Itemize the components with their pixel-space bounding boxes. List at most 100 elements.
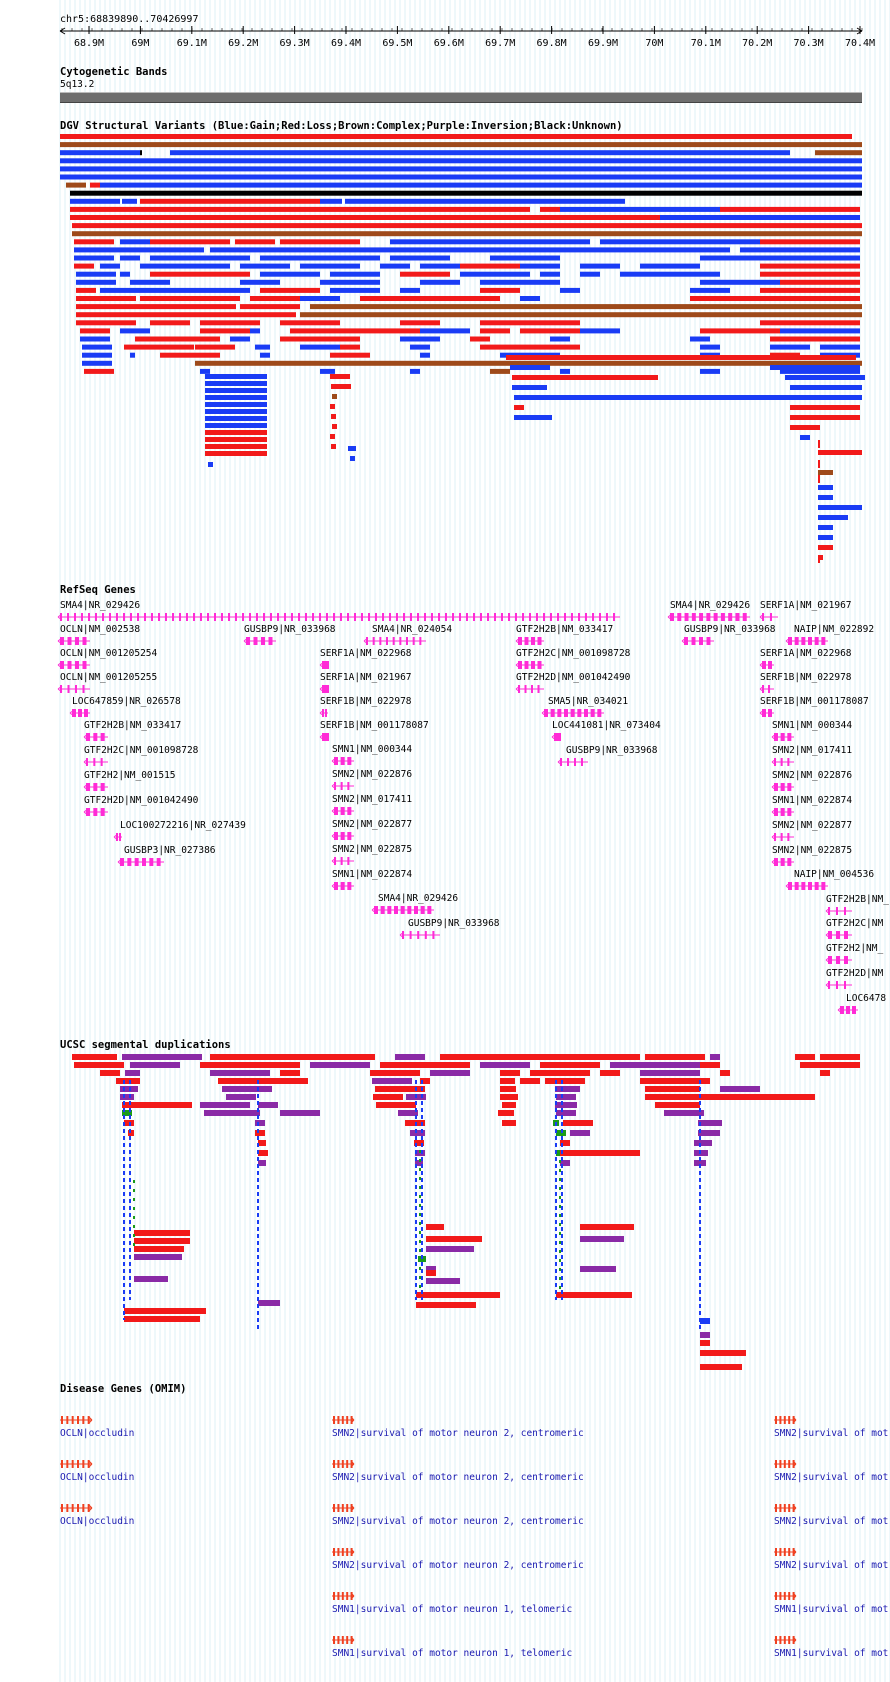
segdup-block[interactable]: [610, 1062, 700, 1068]
dgv-variant[interactable]: [320, 368, 335, 374]
gene-strand-arrow[interactable]: [837, 1006, 843, 1014]
gene-exon[interactable]: [427, 906, 432, 914]
gene-exon[interactable]: [570, 709, 575, 717]
dgv-variant[interactable]: [122, 198, 137, 204]
omim-gene-exon[interactable]: [341, 1548, 344, 1556]
dgv-variant[interactable]: [690, 287, 730, 293]
segdup-block[interactable]: [800, 1062, 860, 1068]
gene-exon[interactable]: [319, 613, 321, 621]
omim-gene-exon[interactable]: [346, 1416, 349, 1424]
omim-strand-arrow[interactable]: [88, 1416, 93, 1424]
gene-label[interactable]: SERF1A|NM_021967: [320, 672, 412, 683]
omim-label[interactable]: SMN2|survival of motor neuron 2, centrom…: [332, 1472, 584, 1483]
omim-gene-exon[interactable]: [779, 1636, 782, 1644]
gene-exon[interactable]: [452, 613, 454, 621]
gene-exon[interactable]: [394, 906, 398, 914]
dgv-variant[interactable]: [260, 271, 320, 277]
gene-exon[interactable]: [577, 709, 582, 717]
gene-exon[interactable]: [557, 733, 561, 741]
gene-exon[interactable]: [82, 661, 87, 669]
segdup-block[interactable]: [500, 1086, 516, 1092]
gene-exon[interactable]: [774, 858, 778, 866]
gene-exon[interactable]: [137, 613, 139, 621]
gene-strand-arrow[interactable]: [331, 832, 337, 840]
ruler-tick-label[interactable]: 70.3M: [794, 38, 824, 48]
dgv-variant[interactable]: [620, 271, 720, 277]
omim-gene-exon[interactable]: [788, 1504, 791, 1512]
gene-exon[interactable]: [277, 613, 279, 621]
dgv-variant[interactable]: [780, 279, 860, 285]
gene-exon[interactable]: [375, 613, 377, 621]
ruler-tick-label[interactable]: 69.7M: [485, 38, 515, 48]
gene-label[interactable]: LOC647859|NR_026578: [72, 696, 181, 707]
dgv-variant[interactable]: [760, 255, 860, 261]
segdup-block[interactable]: [645, 1054, 705, 1060]
gene-exon[interactable]: [81, 613, 83, 621]
gene-exon[interactable]: [325, 709, 327, 717]
gene-exon[interactable]: [60, 613, 62, 621]
gene-exon[interactable]: [419, 637, 422, 645]
gene-strand-arrow[interactable]: [117, 858, 123, 866]
dgv-variant[interactable]: [420, 328, 470, 334]
dgv-variant[interactable]: [150, 320, 190, 326]
segdup-block[interactable]: [200, 1102, 250, 1108]
gene-exon[interactable]: [840, 1006, 844, 1014]
gene-exon[interactable]: [774, 833, 776, 841]
gene-label[interactable]: GTF2H2B|NM_033417: [516, 624, 614, 635]
gene-exon[interactable]: [86, 733, 90, 741]
segdup-block[interactable]: [500, 1078, 515, 1084]
gene-exon[interactable]: [524, 685, 527, 693]
segdup-block[interactable]: [376, 1102, 416, 1108]
dgv-variant[interactable]: [340, 344, 360, 350]
dgv-variant[interactable]: [310, 304, 862, 310]
dgv-variant[interactable]: [400, 320, 440, 326]
segdup-block[interactable]: [700, 1078, 710, 1084]
gene-exon[interactable]: [699, 637, 703, 645]
gene-exon[interactable]: [347, 832, 352, 840]
gene-label[interactable]: GTF2H2C|NM_001098728: [516, 648, 631, 659]
segdup-block[interactable]: [655, 1102, 700, 1108]
gene-label[interactable]: GTF2H2D|NM: [826, 968, 884, 979]
omim-gene-exon[interactable]: [61, 1416, 63, 1424]
dgv-variant[interactable]: [380, 263, 410, 269]
gene-exon[interactable]: [228, 613, 230, 621]
dgv-variant[interactable]: [660, 215, 860, 220]
omim-strand-arrow[interactable]: [792, 1504, 797, 1512]
segdup-block[interactable]: [258, 1140, 266, 1146]
segdup-block[interactable]: [480, 1062, 530, 1068]
omim-gene-exon[interactable]: [783, 1592, 786, 1600]
gene-exon[interactable]: [347, 757, 352, 765]
segdup-block[interactable]: [258, 1102, 278, 1108]
gene-exon[interactable]: [774, 783, 778, 791]
gene-exon[interactable]: [67, 661, 72, 669]
gene-exon[interactable]: [691, 637, 696, 645]
dgv-variant[interactable]: [300, 263, 360, 269]
dgv-variant[interactable]: [400, 287, 420, 293]
omim-gene-exon[interactable]: [792, 1592, 795, 1600]
dgv-variant[interactable]: [110, 206, 150, 212]
gene-exon[interactable]: [75, 661, 79, 669]
gene-strand-arrow[interactable]: [331, 857, 337, 865]
gene-strand-arrow[interactable]: [83, 808, 89, 816]
gene-label[interactable]: SMN1|NM_000344: [772, 720, 853, 731]
gene-exon[interactable]: [334, 882, 338, 890]
gene-exon[interactable]: [410, 613, 412, 621]
segdup-block[interactable]: [426, 1278, 460, 1284]
gene-exon[interactable]: [340, 882, 345, 890]
dgv-variant[interactable]: [74, 255, 114, 261]
gene-exon[interactable]: [522, 613, 524, 621]
dgv-variant[interactable]: [580, 271, 600, 277]
gene-exon[interactable]: [828, 907, 830, 915]
dgv-variant[interactable]: [818, 535, 833, 540]
omim-label[interactable]: SMN1|survival of motor neuron 1, telomer…: [332, 1648, 573, 1659]
gene-label[interactable]: GUSBP9|NR_033968: [408, 918, 500, 929]
gene-exon[interactable]: [93, 733, 98, 741]
gene-exon[interactable]: [515, 613, 517, 621]
dgv-variant[interactable]: [790, 395, 862, 400]
omim-label[interactable]: SMN2|survival of mot: [774, 1560, 889, 1571]
gene-exon[interactable]: [119, 833, 121, 841]
omim-gene-exon[interactable]: [792, 1504, 795, 1512]
gene-strand-arrow[interactable]: [759, 709, 765, 717]
gene-exon[interactable]: [78, 709, 82, 717]
dgv-variant[interactable]: [460, 271, 530, 277]
